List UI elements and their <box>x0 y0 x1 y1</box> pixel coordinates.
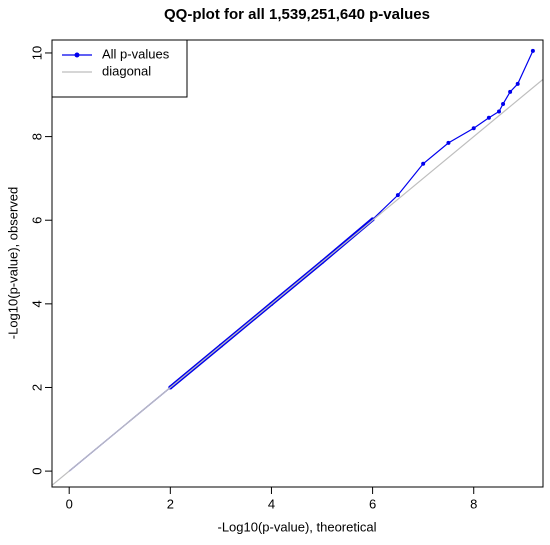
plot-frame <box>51 39 544 488</box>
data-point <box>501 101 506 106</box>
x-tick-label: 2 <box>167 496 174 511</box>
legend-label: All p-values <box>102 46 170 61</box>
data-point <box>446 140 451 145</box>
chart-title: QQ-plot for all 1,539,251,640 p-values <box>164 6 430 23</box>
legend-box <box>51 39 188 98</box>
data-point <box>421 161 426 166</box>
y-axis-label: -Log10(p-value), observed <box>5 187 20 339</box>
diagonal-line <box>52 78 543 486</box>
series-line <box>68 50 534 472</box>
data-point <box>471 126 476 131</box>
data-point <box>530 48 535 53</box>
x-axis-label: -Log10(p-value), theoretical <box>218 519 377 534</box>
data-point <box>497 109 502 114</box>
data-point <box>508 89 513 94</box>
x-tick-label: 6 <box>369 496 376 511</box>
data-point <box>395 193 400 198</box>
x-tick-label: 8 <box>470 496 477 511</box>
legend-label: diagonal <box>102 63 151 78</box>
y-tick-label: 6 <box>29 217 44 224</box>
y-tick-label: 2 <box>29 384 44 391</box>
y-tick-label: 10 <box>29 46 44 60</box>
data-point <box>486 115 491 120</box>
legend-dot <box>74 52 80 58</box>
y-tick-label: 0 <box>29 467 44 474</box>
x-tick-label: 4 <box>268 496 275 511</box>
y-tick-label: 4 <box>29 300 44 307</box>
x-tick-label: 0 <box>66 496 73 511</box>
y-tick-label: 8 <box>29 133 44 140</box>
data-point <box>515 81 520 86</box>
